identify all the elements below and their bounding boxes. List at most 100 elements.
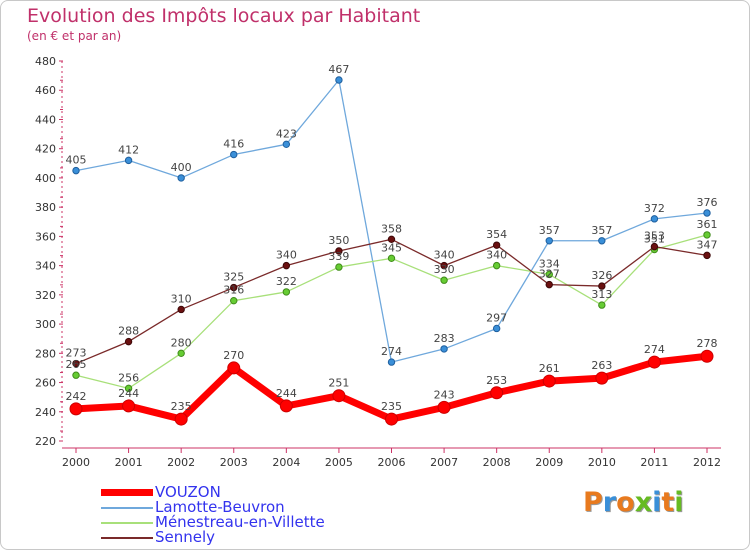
data-label: 261 xyxy=(539,362,560,375)
chart-subtitle: (en € et par an) xyxy=(27,29,122,43)
data-point xyxy=(335,263,343,271)
data-label: 235 xyxy=(171,400,192,413)
data-label: 274 xyxy=(381,345,402,358)
data-label: 280 xyxy=(171,336,192,349)
data-point xyxy=(279,399,293,413)
data-point xyxy=(124,384,133,393)
data-label: 243 xyxy=(434,388,455,401)
data-point xyxy=(230,283,238,292)
y-tick-label: 460 xyxy=(35,84,56,97)
data-label: 288 xyxy=(118,325,139,338)
data-point xyxy=(703,231,711,239)
y-tick-label: 380 xyxy=(35,201,56,214)
legend-swatch xyxy=(101,536,153,539)
y-tick-label: 260 xyxy=(35,377,56,390)
data-point xyxy=(177,174,185,182)
y-tick-label: 320 xyxy=(35,289,56,302)
data-point xyxy=(122,399,136,413)
data-point xyxy=(69,402,83,416)
data-label: 334 xyxy=(539,257,560,270)
chart-title: Evolution des Impôts locaux par Habitant xyxy=(27,5,421,27)
legend-item: Lamotte-Beuvron xyxy=(101,500,325,515)
x-tick-label: 2001 xyxy=(115,456,143,469)
x-tick-label: 2002 xyxy=(167,456,195,469)
data-label: 361 xyxy=(697,218,718,231)
data-label: 423 xyxy=(276,127,297,140)
data-label: 350 xyxy=(328,234,349,247)
proxiti-logo: Proxiti xyxy=(583,487,684,518)
data-point xyxy=(545,270,553,279)
data-point xyxy=(174,412,188,426)
data-point xyxy=(387,235,396,244)
x-tick-label: 2000 xyxy=(62,456,90,469)
data-point xyxy=(703,209,711,217)
y-tick-label: 420 xyxy=(35,143,56,156)
data-label: 357 xyxy=(539,224,560,237)
data-label: 416 xyxy=(223,138,244,151)
data-point xyxy=(595,371,609,385)
data-label: 405 xyxy=(66,154,87,167)
data-point xyxy=(598,301,606,309)
data-point xyxy=(545,280,553,289)
data-label: 283 xyxy=(434,332,455,345)
data-point xyxy=(387,358,396,366)
data-point xyxy=(124,337,133,346)
data-label: 326 xyxy=(591,269,612,282)
data-label: 376 xyxy=(697,196,718,209)
data-label: 340 xyxy=(486,249,507,262)
data-point xyxy=(650,215,659,223)
y-tick-label: 280 xyxy=(35,347,56,360)
data-label: 340 xyxy=(434,249,455,262)
logo-letter: r xyxy=(602,487,617,518)
data-label: 274 xyxy=(644,343,665,356)
data-label: 251 xyxy=(328,377,349,390)
data-point xyxy=(650,242,659,251)
data-label: 347 xyxy=(697,238,718,251)
data-label: 412 xyxy=(118,143,139,156)
legend-label: Lamotte-Beuvron xyxy=(155,498,285,516)
data-label: 235 xyxy=(381,400,402,413)
y-tick-label: 300 xyxy=(35,318,56,331)
data-label: 316 xyxy=(223,284,244,297)
data-point xyxy=(598,282,606,290)
data-point xyxy=(230,150,238,159)
data-label: 278 xyxy=(697,337,718,350)
data-point xyxy=(282,261,291,270)
data-point xyxy=(492,261,501,270)
data-point xyxy=(335,247,343,255)
data-point xyxy=(72,359,80,368)
data-label: 297 xyxy=(486,311,507,324)
legend-swatch xyxy=(101,521,153,524)
data-point xyxy=(492,324,501,333)
data-point xyxy=(440,261,448,270)
data-point xyxy=(332,389,346,403)
data-point xyxy=(385,412,398,426)
legend-label: Ménestreau-en-Villette xyxy=(155,513,325,531)
data-label: 253 xyxy=(486,374,507,387)
data-label: 327 xyxy=(539,268,560,281)
chart-legend: VOUZON Lamotte-Beuvron Ménestreau-en-Ville… xyxy=(101,485,325,545)
data-point xyxy=(490,386,504,400)
legend-swatch xyxy=(101,489,153,496)
legend-swatch xyxy=(101,506,153,509)
y-tick-label: 360 xyxy=(35,230,56,243)
data-point xyxy=(387,254,396,263)
data-point xyxy=(124,156,133,165)
data-point xyxy=(703,251,711,260)
legend-label: Sennely xyxy=(155,528,216,546)
logo-letter: t xyxy=(661,487,675,518)
data-label: 353 xyxy=(644,230,665,243)
y-tick-label: 240 xyxy=(35,406,56,419)
data-point xyxy=(335,76,343,84)
x-tick-label: 2008 xyxy=(483,456,511,469)
data-point xyxy=(700,349,714,363)
y-tick-label: 220 xyxy=(35,435,56,448)
data-point xyxy=(437,400,451,414)
data-label: 325 xyxy=(223,271,244,284)
data-point xyxy=(440,276,448,284)
y-tick-label: 400 xyxy=(35,172,56,185)
legend-item: Ménestreau-en-Villette xyxy=(101,515,325,530)
data-point xyxy=(72,371,80,379)
